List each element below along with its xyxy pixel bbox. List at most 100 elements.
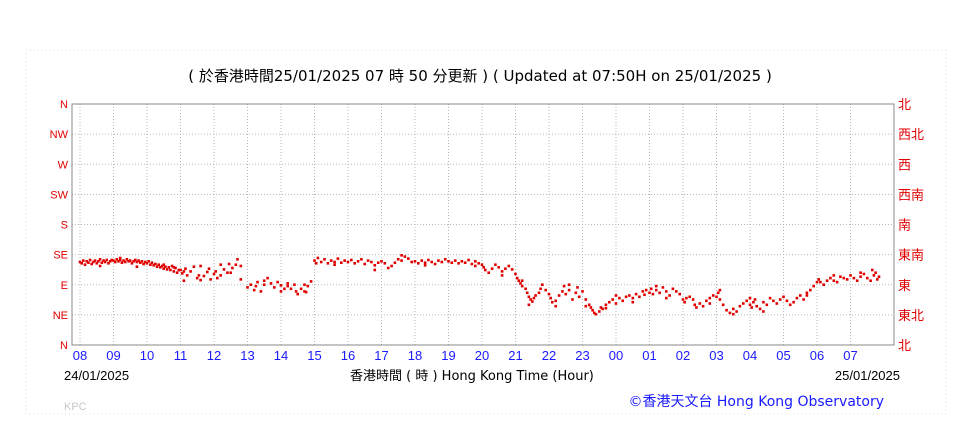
data-point	[373, 268, 377, 272]
data-point	[732, 312, 735, 316]
data-point	[206, 270, 209, 274]
data-point	[202, 274, 206, 278]
data-point	[87, 261, 90, 264]
data-point	[758, 307, 762, 311]
data-point	[443, 258, 447, 261]
data-point	[376, 261, 380, 264]
data-point	[835, 280, 839, 284]
data-point	[254, 284, 258, 288]
data-point	[539, 287, 542, 291]
y-tick-label-right: 西北	[898, 128, 924, 143]
data-point	[524, 287, 527, 291]
data-point	[809, 288, 812, 292]
data-point	[95, 262, 99, 265]
data-point	[189, 270, 192, 273]
data-point	[829, 276, 832, 280]
x-tick-label: 22	[542, 348, 556, 363]
data-point	[611, 298, 614, 301]
data-point	[520, 284, 524, 288]
data-point	[874, 271, 877, 274]
data-point	[239, 278, 243, 281]
data-point	[675, 290, 678, 293]
data-point	[785, 299, 789, 303]
data-point	[227, 262, 231, 266]
data-point	[631, 300, 635, 304]
data-point	[259, 290, 263, 293]
x-tick-label: 06	[810, 348, 824, 363]
data-point	[296, 292, 299, 296]
data-point	[490, 267, 494, 270]
data-point	[802, 298, 805, 301]
x-tick-label: 19	[441, 348, 455, 363]
data-point	[661, 286, 665, 289]
data-point	[177, 268, 181, 272]
y-tick-label-left: SW	[50, 189, 68, 201]
data-point	[249, 283, 253, 286]
data-point	[685, 296, 688, 300]
observatory-credit: ©香港天文台 Hong Kong Observatory	[628, 394, 884, 410]
data-point	[410, 260, 413, 264]
data-point	[855, 279, 859, 282]
data-point	[782, 295, 785, 299]
data-point	[654, 284, 658, 288]
data-point	[326, 262, 330, 265]
data-point	[212, 272, 216, 276]
data-point	[303, 290, 306, 293]
data-point	[745, 299, 748, 303]
data-point	[634, 292, 638, 296]
x-tick-label: 08	[73, 348, 87, 363]
y-tick-label-right: 南	[898, 218, 911, 234]
data-point	[147, 260, 150, 263]
data-point	[732, 307, 735, 311]
data-point	[236, 258, 239, 261]
data-point	[665, 296, 668, 300]
data-point	[701, 304, 705, 308]
data-point	[447, 260, 450, 263]
data-point	[589, 306, 593, 309]
data-point	[316, 256, 320, 260]
data-point	[390, 264, 393, 268]
data-point	[765, 303, 769, 307]
data-point	[279, 284, 283, 287]
data-point	[112, 259, 115, 262]
chart-grid	[72, 103, 894, 346]
data-point	[82, 259, 85, 262]
data-point	[360, 258, 363, 261]
data-point	[601, 307, 604, 311]
y-tick-label-left: N	[60, 340, 68, 352]
data-point	[581, 290, 584, 293]
y-tick-label-right: 北	[898, 339, 911, 354]
data-point	[665, 290, 668, 293]
data-point	[363, 262, 366, 266]
x-tick-label: 07	[843, 348, 857, 363]
data-point	[167, 266, 171, 269]
x-tick-label: 04	[743, 348, 757, 363]
data-point	[551, 300, 554, 304]
data-point	[845, 278, 849, 281]
data-point	[541, 283, 544, 286]
data-point	[871, 268, 874, 272]
data-point	[678, 292, 681, 296]
data-point	[423, 264, 427, 267]
x-tick-label: 23	[575, 348, 589, 363]
data-point	[427, 258, 430, 262]
y-tick-label-left: NE	[53, 310, 68, 322]
data-point	[876, 278, 879, 281]
chart-title: ( 於香港時間25/01/2025 07 時 50 分更新 ) ( Update…	[188, 67, 772, 85]
data-point	[152, 264, 155, 267]
data-point	[393, 261, 397, 264]
data-point	[577, 295, 581, 299]
data-point	[480, 263, 484, 266]
data-point	[144, 260, 147, 264]
data-point	[164, 265, 167, 268]
data-point	[400, 254, 403, 257]
data-point	[728, 311, 732, 315]
data-point	[333, 260, 336, 264]
data-point	[716, 291, 720, 295]
data-point	[608, 300, 611, 304]
data-point	[748, 296, 752, 300]
data-point	[621, 299, 624, 303]
data-point	[474, 264, 477, 268]
data-point	[594, 312, 598, 316]
data-point	[817, 278, 820, 281]
